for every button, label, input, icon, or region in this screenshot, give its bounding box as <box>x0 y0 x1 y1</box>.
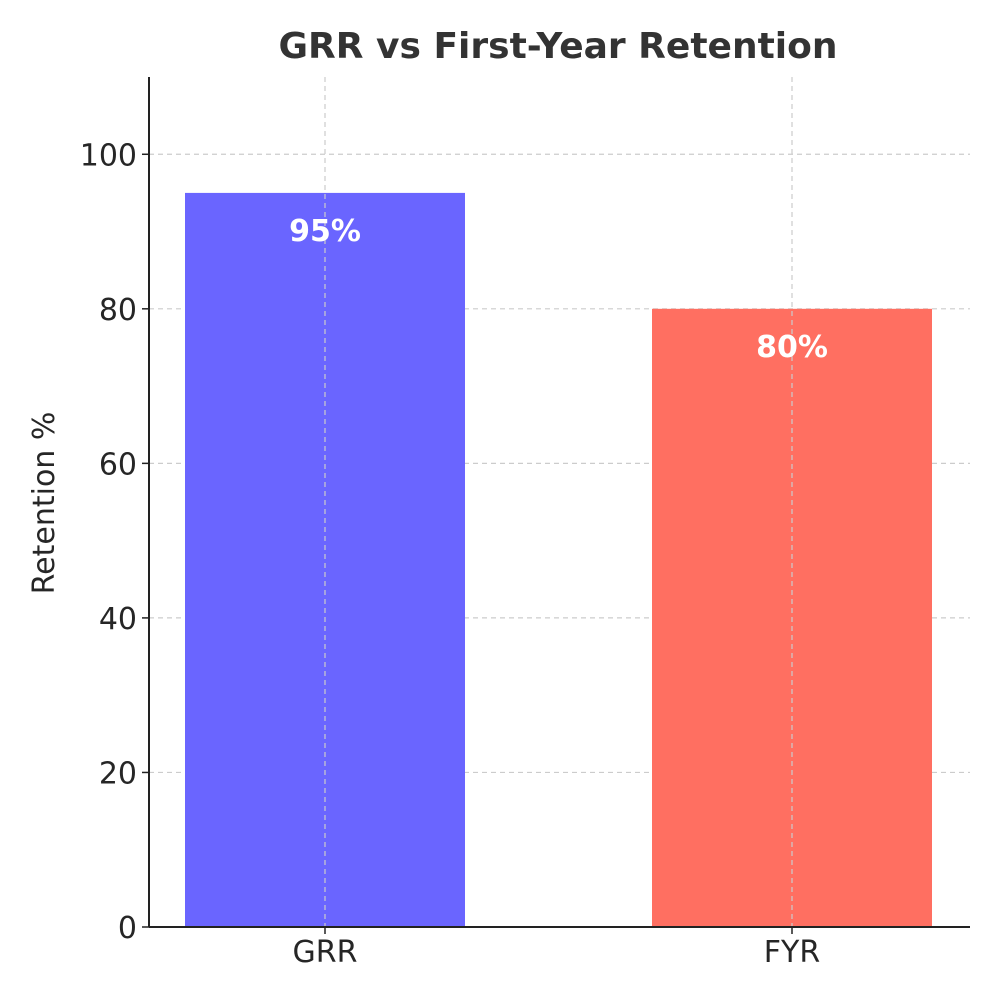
data-label-fyr: 80% <box>756 330 828 365</box>
chart-title: GRR vs First-Year Retention <box>279 26 838 67</box>
y-tick-label-60: 60 <box>99 447 137 482</box>
x-tick-label-grr: GRR <box>293 935 358 970</box>
x-tick-label-fyr: FYR <box>764 935 820 970</box>
y-tick-label-80: 80 <box>99 293 137 328</box>
axes-layer: 0 20 40 60 80 100 GRR FYR <box>80 77 970 970</box>
y-tick-label-40: 40 <box>99 602 137 637</box>
y-axis-label: Retention % <box>27 412 62 595</box>
y-tick-label-20: 20 <box>99 756 137 791</box>
bars-layer <box>185 192 932 928</box>
data-label-grr: 95% <box>289 214 361 249</box>
y-tick-label-100: 100 <box>80 138 137 173</box>
y-tick-label-0: 0 <box>118 911 137 946</box>
data-labels-layer: 95% 80% <box>289 77 828 927</box>
